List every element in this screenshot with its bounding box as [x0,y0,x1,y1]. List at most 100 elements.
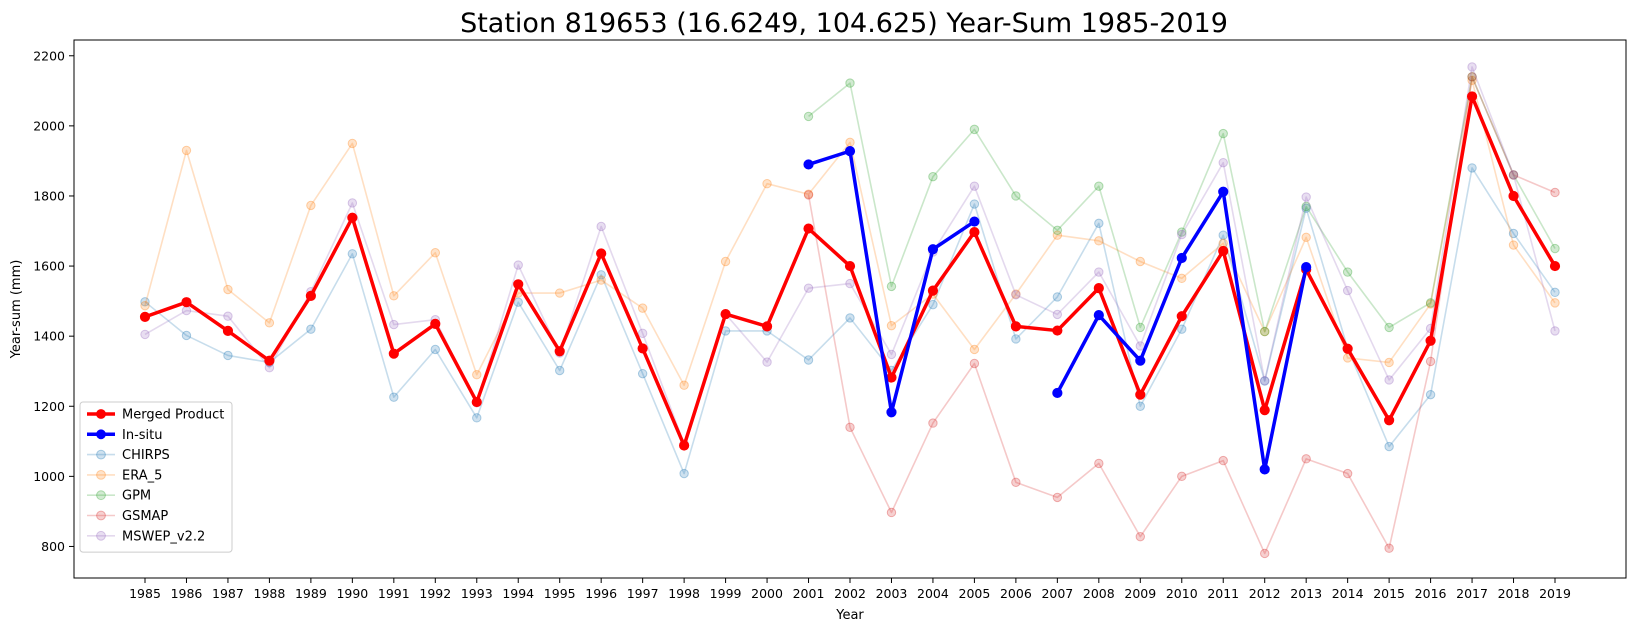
y-tick-label: 1600 [33,259,65,274]
data-point-mswep-v2-2 [1550,326,1560,336]
data-point-merged-product [305,290,316,301]
data-point-merged-product [927,285,939,296]
data-point-gsmap [886,507,897,518]
x-tick-label: 2000 [751,586,783,601]
legend: Merged Product In-situ CHIRPS ERA_5 GPM GSMAP… [79,401,233,553]
data-point-merged-product [471,396,482,408]
x-tick-label: 2002 [834,586,866,601]
data-point-gsmap [1425,356,1436,367]
data-point-chirps [472,413,482,423]
data-point-mswep-v2-2 [1011,290,1021,300]
data-point-gpm [1177,227,1187,237]
legend-item-gpm: GPM [87,489,151,504]
x-tick-label: 1998 [668,586,700,601]
x-tick-label: 1989 [295,586,327,601]
series-merged-product [139,91,1561,451]
data-point-mswep-v2-2 [1508,170,1519,180]
legend-swatch-marker [96,490,106,501]
y-tick-label: 1200 [33,399,65,414]
data-point-mswep-v2-2 [1301,192,1311,202]
data-point-era-5 [555,288,565,298]
series-era-5 [140,75,1560,390]
data-point-era-5 [347,138,358,149]
data-point-era-5 [1260,326,1270,337]
data-point-chirps [1508,228,1519,239]
data-point-era-5 [845,137,855,148]
data-point-mswep-v2-2 [845,278,855,289]
data-point-era-5 [306,200,316,211]
legend-item-merged-product: Merged Product [87,408,224,423]
data-point-gsmap [1342,468,1353,479]
x-tick-label: 2013 [1290,586,1322,601]
data-point-merged-product [679,440,690,451]
data-point-era-5 [1301,232,1311,243]
x-tick-label: 1985 [129,586,161,601]
data-point-merged-product [347,212,358,223]
data-point-chirps [969,199,980,209]
legend-label: CHIRPS [122,448,170,463]
data-point-era-5 [1550,298,1560,308]
data-point-era-5 [389,291,399,301]
data-point-gsmap [1260,548,1270,559]
data-point-gpm [803,111,814,122]
data-point-merged-product [1218,245,1229,257]
data-point-chirps [306,324,316,334]
data-point-gpm [1467,72,1477,82]
y-tick-label: 2000 [33,118,65,133]
data-point-merged-product [139,311,151,322]
x-tick-label: 1994 [502,586,534,601]
data-point-gsmap [1301,454,1311,464]
data-point-gsmap [1094,458,1104,469]
data-point-in-situ [844,146,856,157]
x-tick-label: 2005 [959,586,991,601]
data-point-gpm [1425,298,1436,308]
data-point-mswep-v2-2 [389,319,399,330]
series-gpm [803,72,1560,337]
data-point-chirps [513,297,523,307]
data-point-gpm [886,281,897,292]
data-point-gpm [928,171,938,182]
data-point-merged-product [1052,325,1063,336]
legend-item-gsmap: GSMAP [87,509,168,524]
y-tick-label: 1000 [33,469,65,484]
data-point-mswep-v2-2 [1052,309,1063,320]
legend-label: MSWEP_v2.2 [122,529,205,544]
data-point-gsmap [1508,170,1519,180]
data-point-mswep-v2-2 [513,260,523,270]
data-point-mswep-v2-2 [596,221,606,232]
data-point-chirps [555,365,565,376]
data-point-merged-product [1549,260,1561,272]
data-point-chirps [1218,230,1228,240]
data-point-chirps [1384,441,1394,452]
x-tick-label: 1997 [627,586,659,601]
x-tick-label: 2009 [1124,586,1156,601]
data-point-gpm [1508,170,1519,180]
plot-area [139,62,1561,559]
data-point-in-situ [1176,252,1187,264]
data-point-era-5 [720,256,731,267]
data-point-in-situ [1259,464,1270,475]
data-point-merged-product [1466,91,1478,102]
data-point-chirps [679,468,689,479]
data-point-mswep-v2-2 [969,181,980,191]
data-point-chirps [845,313,855,323]
x-tick-label: 1995 [544,586,576,601]
data-point-gsmap [1052,492,1063,503]
data-point-chirps [181,330,192,341]
x-tick-label: 1993 [461,586,493,601]
x-axis-label: Year [835,608,864,623]
data-point-gsmap [1177,471,1187,482]
legend-swatch-marker [96,409,106,419]
data-point-gpm [1052,225,1063,236]
legend-item-mswep-v2-2: MSWEP_v2.2 [87,529,205,544]
data-point-merged-product [264,355,275,366]
data-point-chirps [1052,292,1063,302]
data-point-merged-product [388,348,399,359]
data-point-merged-product [513,279,524,290]
data-point-merged-product [969,226,980,238]
data-point-mswep-v2-2 [762,357,772,367]
data-point-gpm [1218,128,1228,139]
x-tick-label: 2010 [1166,586,1198,601]
data-point-gpm [1301,201,1311,212]
data-point-chirps [1260,376,1270,386]
